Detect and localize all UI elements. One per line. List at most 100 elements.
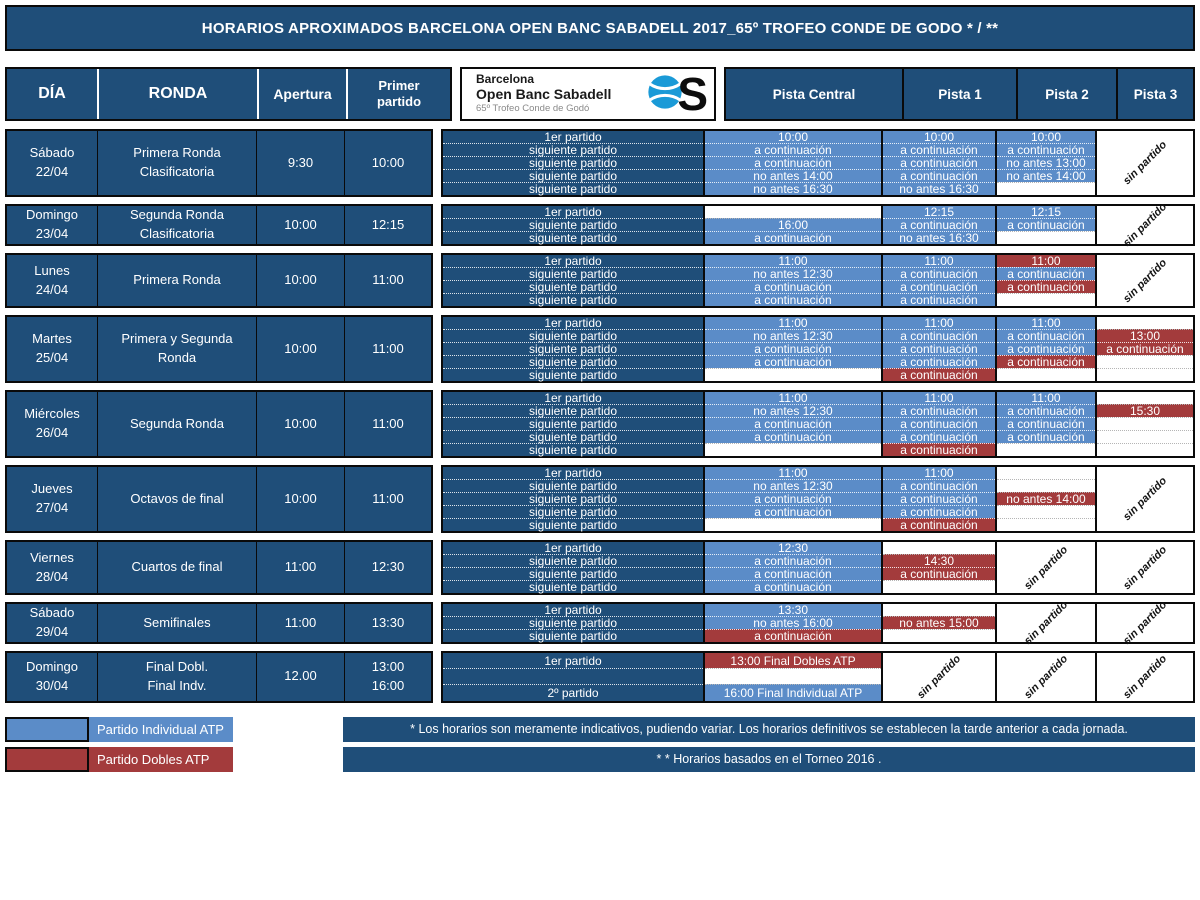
row-gap (433, 315, 441, 383)
match-order-label: siguiente partido (443, 505, 703, 518)
match-order-label: 1er partido (544, 603, 602, 617)
pista-1-column-slot: a continuación (883, 156, 995, 169)
pista-1-column-slot (883, 542, 995, 554)
day-cell: Martes 25/04 (7, 317, 97, 381)
pista-central-column-slot: 11:00 (705, 392, 881, 404)
pista-3-column-sin-partido: sin partido (1095, 467, 1193, 531)
match-order-label: siguiente partido (443, 404, 703, 417)
ronda-cell-line: Final Dobl. (145, 659, 209, 674)
pista-central-column: 11:00 no antes 12:30 a continuación a conti… (703, 317, 881, 381)
ronda-cell: Semifinales (97, 604, 256, 642)
day-info-block: Domingo 23/04 Segunda Ronda Clasificatoria 1… (5, 204, 433, 246)
day-cell-line: 23/04 (35, 226, 69, 241)
courts-block: 1er partido siguiente partido siguiente pa… (441, 201, 1195, 249)
ronda-cell-line: Clasificatoria (139, 226, 215, 241)
pista-3-column-sin-partido: sin partido (1095, 255, 1193, 306)
pista-2-column-slot: a continuación (997, 355, 1095, 368)
pista-central-column-slot: 13:30 (705, 604, 881, 616)
match-order-label: 1er partido (544, 316, 602, 330)
pista-2-column-slot: 11:00 (997, 317, 1095, 329)
pista-1-column: 14:30 a continuación (881, 542, 995, 593)
pista-1-column-slot (883, 629, 995, 642)
ronda-cell: Cuartos de final (97, 542, 256, 593)
pista-1-column-slot: 11:00 (883, 392, 995, 404)
match-order-column: 1er partido siguiente partido siguiente pa… (443, 604, 703, 642)
match-order-label: siguiente partido (443, 169, 703, 182)
schedule-day-row-29-04: Sábado 29/04 Semifinales 11:00 13:30 1er part… (5, 599, 1195, 647)
ronda-cell-line: Ronda (157, 350, 197, 365)
apertura-cell: 9:30 (256, 131, 344, 195)
pista-2-column-slot (997, 505, 1095, 518)
logo-line1: Barcelona (476, 71, 535, 86)
match-order-column: 1er partido siguiente partido siguiente pa… (443, 131, 703, 195)
match-order-label: siguiente partido (443, 355, 703, 368)
tennis-ball-icon (647, 74, 683, 115)
pista-1-column-slot: a continuación (883, 479, 995, 492)
pista-1-column: 11:00 a continuación a continuación a conti… (881, 317, 995, 381)
day-cell-line: Viernes (30, 549, 74, 565)
courts-block: 1er partido siguiente partido siguiente pa… (441, 390, 1195, 458)
day-info-block: Domingo 30/04 Final Dobl. Final Indv. 12.00 1… (5, 651, 433, 703)
match-order-label: siguiente partido (443, 182, 703, 195)
pista-1-column-slot: 11:00 (883, 467, 995, 479)
match-order-label: siguiente partido (443, 417, 703, 430)
apertura-cell: 11:00 (256, 542, 344, 593)
pista-1-column-slot: a continuación (883, 329, 995, 342)
primer-partido-cell: 12:30 (344, 542, 431, 593)
apertura-cell: 11:00 (256, 604, 344, 642)
apertura-cell-line: 10:00 (284, 340, 317, 356)
pista-3-column-slot: 15:30 (1097, 404, 1193, 417)
schedule-day-row-22-04: Sábado 22/04 Primera Ronda Clasificatoria 9:… (5, 129, 1195, 197)
sin-partido-label: sin partido (1120, 138, 1170, 188)
pista-1-column-slot: a continuación (883, 404, 995, 417)
match-order-label: siguiente partido (443, 293, 703, 306)
table-header: DÍA RONDA Apertura Primer partido Barcel… (5, 67, 1195, 121)
spacer (233, 747, 343, 772)
pista-central-column-slot: a continuación (705, 629, 881, 642)
apertura-cell-line: 10:00 (284, 272, 317, 288)
day-cell: Sábado 22/04 (7, 131, 97, 195)
note-double-asterisk: * * Horarios basados en el Torneo 2016 . (343, 746, 1195, 772)
apertura-cell: 10:00 (256, 467, 344, 531)
ronda-cell-line: Final Indv. (147, 677, 207, 693)
pista-2-column-slot (997, 293, 1095, 306)
pista-central-column: 10:00 a continuación a continuación no ante… (703, 131, 881, 195)
primer-partido-cell: 13:30 (344, 604, 431, 642)
pista-2-column-slot (997, 443, 1095, 456)
pista-1-column-slot: a continuación (883, 505, 995, 518)
courts-block: 1er partido siguiente partido siguiente pa… (441, 540, 1195, 595)
apertura-cell: 10:00 (256, 317, 344, 381)
pista-2-column: 11:00 a continuación a continuación a conti… (995, 392, 1095, 456)
day-cell: Domingo 23/04 (7, 206, 97, 244)
match-order-label: 1er partido (544, 541, 602, 555)
pista-central-column-slot: 13:00 Final Dobles ATP (705, 653, 881, 669)
pista-central-column-slot: a continuación (705, 492, 881, 505)
pista-2-column-slot: 12:15 (997, 206, 1095, 218)
match-order-label: siguiente partido (443, 479, 703, 492)
pista-central-column-slot: a continuación (705, 293, 881, 306)
pista-1-column-slot: 10:00 (883, 131, 995, 143)
match-order-column: 1er partido siguiente partido siguiente pa… (443, 317, 703, 381)
pista-1-column-slot: a continuación (883, 218, 995, 231)
column-header-apertura: Apertura (257, 69, 346, 119)
schedule-day-row-30-04: Domingo 30/04 Final Dobl. Final Indv. 12.00 1… (5, 651, 1195, 703)
match-order-label: siguiente partido (443, 443, 703, 456)
sin-partido-label: sin partido (1120, 652, 1170, 701)
match-order-label: 1er partido (544, 391, 602, 405)
pista-central-column-slot: no antes 16:30 (705, 182, 881, 195)
ronda-cell: Final Dobl. Final Indv. (97, 653, 256, 701)
primer-partido-cell-line: 11:00 (372, 490, 404, 506)
pista-2-column-slot: a continuación (997, 280, 1095, 293)
primer-partido-cell-line: 11:00 (372, 340, 404, 356)
match-order-column: 1er partido 2º partido (443, 653, 703, 701)
match-order-label: siguiente partido (443, 554, 703, 567)
pista-central-column: 11:00 no antes 12:30 a continuación a conti… (703, 255, 881, 306)
pista-central-column-slot: a continuación (705, 417, 881, 430)
pista-1-column: 11:00 a continuación a continuación a conti… (881, 255, 995, 306)
row-gap (433, 651, 441, 703)
sabadell-logo-mark: S (647, 71, 708, 117)
day-cell-line: 22/04 (35, 164, 69, 179)
day-cell-line: Lunes (34, 262, 70, 278)
pista-3-column-sin-partido: sin partido (1095, 201, 1193, 249)
pista-1-column-slot: a continuación (883, 492, 995, 505)
